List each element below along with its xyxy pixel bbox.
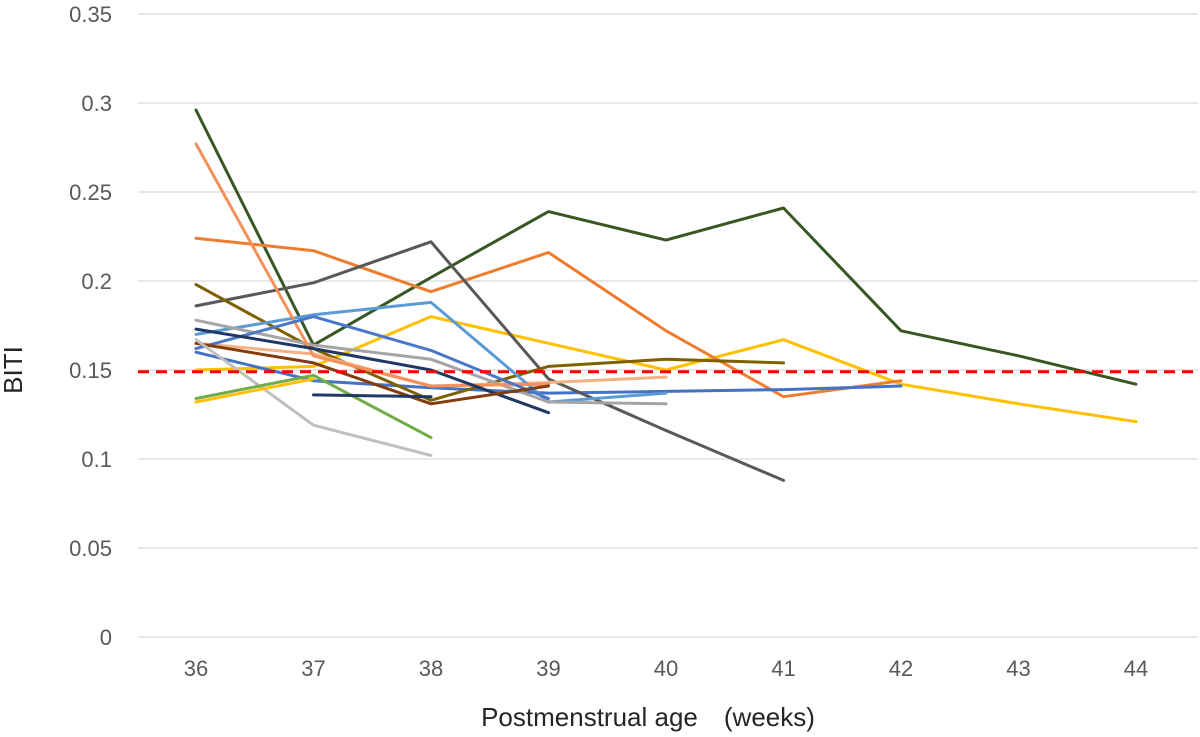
- x-tick-label: 42: [889, 656, 913, 681]
- series-line-14: [194, 338, 433, 457]
- x-tick-label: 44: [1124, 656, 1148, 681]
- series-line-5: [194, 240, 785, 482]
- series-line-10: [194, 142, 550, 388]
- series-line-1: [194, 108, 1138, 386]
- series-line-4: [194, 350, 903, 395]
- x-tick-label: 37: [301, 656, 325, 681]
- x-tick-label: 36: [184, 656, 208, 681]
- series-line-9: [194, 318, 668, 406]
- x-axis-title: Postmenstrual age (weeks): [481, 702, 815, 732]
- y-tick-label: 0.2: [81, 269, 112, 294]
- x-tick-labels: 36 37 38 39 40 41 42 43 44: [184, 656, 1148, 681]
- y-tick-label: 0: [100, 625, 112, 650]
- series-line-15: [194, 373, 433, 440]
- series-line-3: [194, 236, 903, 399]
- x-tick-label: 43: [1006, 656, 1030, 681]
- x-tick-label: 40: [654, 656, 678, 681]
- y-tick-label: 0.3: [81, 91, 112, 116]
- series-line-12: [194, 327, 550, 415]
- y-axis-title: BITI: [0, 346, 28, 394]
- series-line-11: [194, 315, 550, 400]
- x-tick-label: 39: [536, 656, 560, 681]
- y-tick-label: 0.1: [81, 447, 112, 472]
- series-line-16: [312, 393, 433, 399]
- y-tick-labels: 0 0.05 0.1 0.15 0.2 0.25 0.3 0.35: [69, 2, 112, 650]
- series-lines: [194, 108, 1138, 482]
- x-tick-label: 38: [419, 656, 443, 681]
- series-line-8: [194, 300, 668, 404]
- y-tick-label: 0.15: [69, 358, 112, 383]
- y-tick-label: 0.25: [69, 180, 112, 205]
- x-tick-label: 41: [771, 656, 795, 681]
- y-tick-label: 0.35: [69, 2, 112, 27]
- series-line-17: [194, 377, 315, 404]
- y-tick-label: 0.05: [69, 536, 112, 561]
- series-line-13: [194, 341, 550, 406]
